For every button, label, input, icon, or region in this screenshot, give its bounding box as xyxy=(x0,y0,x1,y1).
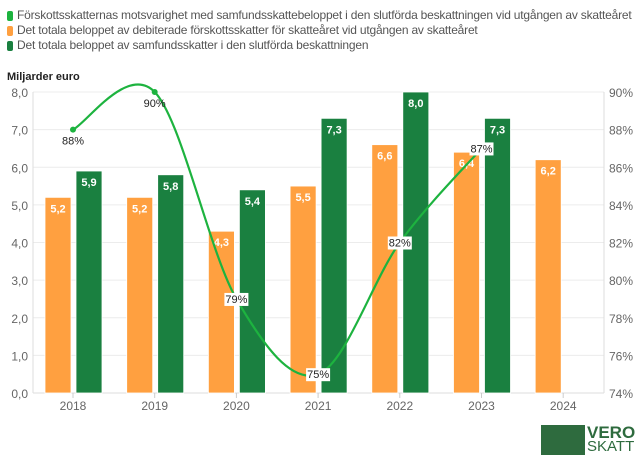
y2-tick-label: 76% xyxy=(609,349,633,363)
ratio-label-bg xyxy=(469,142,494,156)
y-tick-label: 4,0 xyxy=(11,237,28,251)
y2-tick-label: 78% xyxy=(609,312,633,326)
logo-text: VERO xyxy=(587,423,636,442)
y-tick-label: 1,0 xyxy=(11,349,28,363)
y2-tick-label: 80% xyxy=(609,274,633,288)
x-tick-label: 2023 xyxy=(468,399,495,413)
y-axis-title: Miljarder euro xyxy=(7,71,80,83)
bar-data-label: 8,0 xyxy=(408,98,423,110)
y-tick-label: 6,0 xyxy=(11,161,28,175)
bar-corporate-tax xyxy=(157,174,185,394)
bar-data-label: 6,6 xyxy=(377,151,392,163)
x-tick-label: 2019 xyxy=(141,399,168,413)
bar-advance-tax xyxy=(534,159,562,394)
bar-corporate-tax xyxy=(484,117,511,394)
y2-tick-label: 88% xyxy=(609,124,633,138)
legend: Förskottsskatternas motsvarighet med sam… xyxy=(7,8,632,53)
bar-corporate-tax xyxy=(75,170,103,394)
bar-data-label: 7,3 xyxy=(490,124,505,136)
ratio-data-label: 90% xyxy=(144,98,166,110)
ratio-label-bg xyxy=(387,236,412,250)
ratio-data-label: 82% xyxy=(389,238,411,250)
ratio-data-label: 79% xyxy=(225,294,247,306)
legend-swatch xyxy=(7,40,13,51)
x-tick-label: 2022 xyxy=(386,399,413,413)
bar-data-label: 5,5 xyxy=(295,192,310,204)
legend-item-ratio[interactable]: Förskottsskatternas motsvarighet med sam… xyxy=(7,8,632,23)
y-tick-label: 2,0 xyxy=(11,312,28,326)
ratio-data-label: 87% xyxy=(470,143,492,155)
legend-label: Förskottsskatternas motsvarighet med sam… xyxy=(17,8,632,22)
y2-tick-label: 82% xyxy=(609,237,633,251)
vero-logo: VERO SKATT xyxy=(541,423,636,455)
ratio-data-label: 75% xyxy=(307,369,329,381)
bar-corporate-tax xyxy=(320,117,348,394)
bar-advance-tax xyxy=(44,196,72,394)
y2-tick-label: 74% xyxy=(609,387,633,401)
y-tick-label: 0,0 xyxy=(11,387,28,401)
x-tick-label: 2024 xyxy=(550,399,577,413)
x-tick-label: 2020 xyxy=(223,399,250,413)
y-tick-label: 8,0 xyxy=(11,86,28,100)
bar-data-label: 6,2 xyxy=(541,166,556,178)
y2-tick-label: 90% xyxy=(609,86,633,100)
bar-advance-tax xyxy=(453,151,480,394)
x-tick-label: 2018 xyxy=(60,399,87,413)
bar-advance-tax xyxy=(126,196,154,394)
ratio-label-bg xyxy=(224,292,249,306)
ratio-data-label: 88% xyxy=(62,136,84,148)
bar-data-label: 5,4 xyxy=(245,196,261,208)
y-tick-label: 7,0 xyxy=(11,124,28,138)
bar-data-label: 4,3 xyxy=(214,237,229,249)
bar-data-label: 5,2 xyxy=(50,203,65,215)
y2-tick-label: 84% xyxy=(609,199,633,213)
logo-text: SKATT xyxy=(587,438,635,455)
logo-emblem-icon xyxy=(541,425,585,455)
y-tick-label: 5,0 xyxy=(11,199,28,213)
ratio-point xyxy=(70,126,76,133)
y-tick-label: 3,0 xyxy=(11,274,28,288)
bar-data-label: 5,8 xyxy=(163,181,178,193)
bar-data-label: 5,2 xyxy=(132,203,147,215)
legend-item-corporate-tax[interactable]: Det totala beloppet av samfundsskatter i… xyxy=(7,38,632,53)
y2-tick-label: 86% xyxy=(609,161,633,175)
x-tick-label: 2021 xyxy=(305,399,332,413)
legend-label: Det totala beloppet av debiterade försko… xyxy=(17,23,478,37)
ratio-point xyxy=(151,89,158,95)
bar-data-label: 5,9 xyxy=(81,177,96,189)
legend-item-advance-tax[interactable]: Det totala beloppet av debiterade försko… xyxy=(7,23,632,38)
legend-swatch xyxy=(7,25,13,36)
bar-data-label: 7,3 xyxy=(326,124,341,136)
legend-label: Det totala beloppet av samfundsskatter i… xyxy=(17,38,369,52)
bar-advance-tax xyxy=(207,230,235,394)
legend-swatch xyxy=(7,10,13,21)
ratio-label-bg xyxy=(306,368,331,382)
bar-corporate-tax xyxy=(238,189,266,394)
bar-advance-tax xyxy=(289,185,317,394)
